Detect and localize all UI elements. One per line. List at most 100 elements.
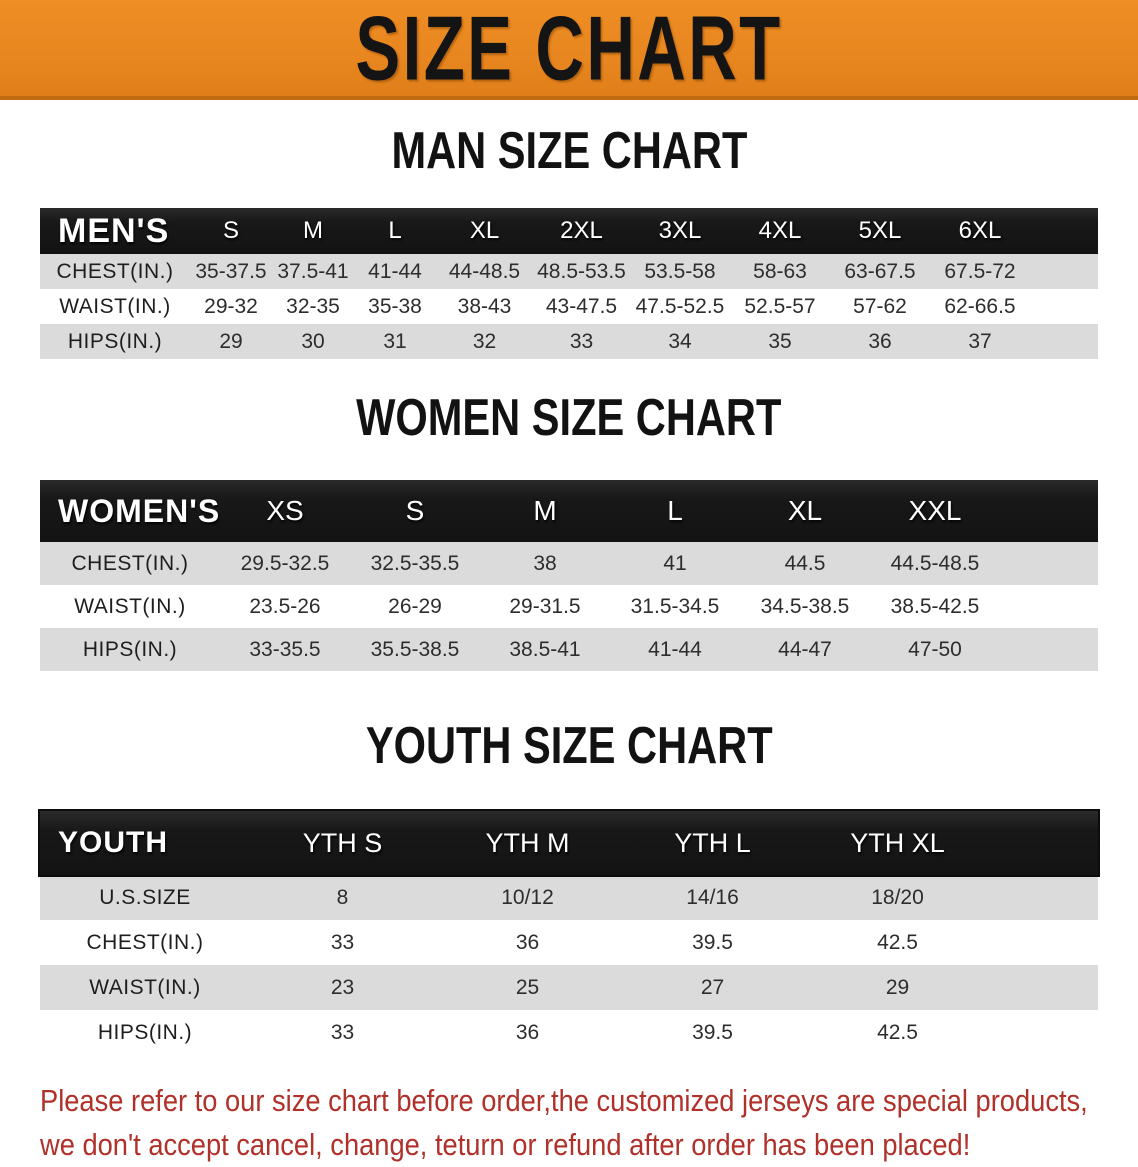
row-spacer: [990, 920, 1098, 965]
man-heading-text: MAN SIZE CHART: [391, 122, 747, 180]
men-header-row: MEN'S S M L XL 2XL 3XL 4XL 5XL 6XL: [40, 208, 1098, 254]
measurement-cell: 41-44: [648, 637, 702, 661]
measurement-cell: 29-32: [204, 294, 258, 318]
measurement-cell: 8: [336, 885, 349, 909]
measurement-row-label: HIPS(IN.): [82, 637, 178, 661]
measurement-cell: 47-50: [908, 637, 962, 661]
women-heading-text: WOMEN SIZE CHART: [356, 389, 782, 447]
measurement-cell: 31: [383, 329, 407, 353]
youth-size-column-header-0: YTH S: [302, 827, 383, 858]
men-size-column-header-0: S: [222, 217, 239, 244]
youth-size-table: YOUTH YTH S YTH M YTH L YTH XL U.S.SIZE 8 10/12…: [38, 809, 1100, 1055]
measurement-cell: 29: [885, 975, 910, 999]
row-spacer: [1000, 628, 1098, 671]
measurement-cell: 31.5-34.5: [630, 594, 720, 618]
header-spacer: [990, 811, 1098, 875]
men-table-row-1: WAIST(IN.) 29-32 32-35 35-38 38-43 43-47.5 47.…: [40, 289, 1098, 324]
measurement-cell: 29-31.5: [509, 594, 581, 618]
banner-title: SIZE CHART: [355, 0, 783, 99]
measurement-cell: 34: [668, 329, 692, 353]
measurement-cell: 29: [219, 329, 243, 353]
women-header-row: WOMEN'S XS S M L XL XXL: [40, 480, 1098, 542]
men-size-column-header-8: 6XL: [958, 217, 1002, 244]
measurement-cell: 37: [968, 329, 992, 353]
youth-table-row-2: WAIST(IN.) 23 25 27 29: [40, 965, 1098, 1010]
measurement-row-label: CHEST(IN.): [86, 930, 204, 954]
measurement-cell: 36: [868, 329, 892, 353]
measurement-row-label: WAIST(IN.): [74, 594, 186, 618]
row-spacer: [1000, 585, 1098, 628]
measurement-cell: 33-35.5: [249, 637, 321, 661]
measurement-row-label: HIPS(IN.): [67, 329, 163, 353]
measurement-cell: 29.5-32.5: [240, 551, 330, 575]
men-table-row-0: CHEST(IN.) 35-37.5 37.5-41 41-44 44-48.5 48.5…: [40, 254, 1098, 289]
youth-header-row: YOUTH YTH S YTH M YTH L YTH XL: [38, 809, 1100, 877]
measurement-cell: 38.5-41: [509, 637, 581, 661]
youth-table-row-1: CHEST(IN.) 33 36 39.5 42.5: [40, 920, 1098, 965]
women-size-table: WOMEN'S XS S M L XL XXL CHEST(IN.) 29.5-32.5 32.5…: [40, 480, 1098, 671]
row-spacer: [990, 965, 1098, 1010]
youth-size-column-header-2: YTH L: [674, 827, 751, 858]
men-corner-label: MEN'S: [58, 211, 170, 250]
measurement-cell: 53.5-58: [644, 259, 716, 283]
order-policy-notice: Please refer to our size chart before or…: [0, 1079, 1138, 1167]
women-size-column-header-4: XL: [787, 495, 823, 526]
row-spacer: [990, 875, 1098, 920]
measurement-cell: 33: [569, 329, 594, 353]
women-size-column-header-5: XXL: [908, 495, 962, 526]
man-section-heading: MAN SIZE CHART: [0, 122, 1138, 189]
measurement-row-label: WAIST(IN.): [89, 975, 201, 999]
measurement-cell: 26-29: [388, 594, 442, 618]
measurement-cell: 27: [700, 975, 725, 999]
men-size-column-header-2: L: [388, 217, 402, 244]
men-size-column-header-6: 4XL: [758, 217, 802, 244]
women-size-column-header-2: M: [533, 495, 557, 526]
measurement-cell: 41-44: [368, 259, 422, 283]
men-size-column-header-5: 3XL: [658, 217, 702, 244]
youth-size-column-header-1: YTH M: [485, 827, 570, 858]
measurement-cell: 36: [515, 930, 540, 954]
measurement-cell: 58-63: [753, 259, 807, 283]
notice-line-1: Please refer to our size chart before or…: [40, 1083, 1088, 1118]
women-section-heading: WOMEN SIZE CHART: [0, 389, 1138, 456]
men-size-column-header-1: M: [303, 217, 323, 244]
women-table-row-1: WAIST(IN.) 23.5-26 26-29 29-31.5 31.5-34.5 34…: [40, 585, 1098, 628]
measurement-cell: 35.5-38.5: [370, 637, 460, 661]
measurement-cell: 42.5: [877, 930, 918, 954]
measurement-cell: 34.5-38.5: [760, 594, 850, 618]
measurement-cell: 43-47.5: [545, 294, 618, 318]
measurement-cell: 42.5: [877, 1020, 918, 1044]
measurement-cell: 33: [330, 930, 355, 954]
women-table-row-2: HIPS(IN.) 33-35.5 35.5-38.5 38.5-41 41-44 44-…: [40, 628, 1098, 671]
header-spacer: [1030, 208, 1098, 254]
men-size-column-header-4: 2XL: [560, 217, 603, 244]
measurement-cell: 23: [330, 975, 355, 999]
header-spacer: [1000, 480, 1098, 542]
row-spacer: [1030, 289, 1098, 324]
measurement-row-label: HIPS(IN.): [97, 1020, 193, 1044]
women-table-row-0: CHEST(IN.) 29.5-32.5 32.5-35.5 38 41 44.5 44.5…: [40, 542, 1098, 585]
measurement-cell: 10/12: [501, 885, 554, 909]
size-chart-banner: SIZE CHART: [0, 0, 1138, 100]
women-size-column-header-1: S: [405, 495, 425, 526]
women-size-column-header-0: XS: [266, 495, 304, 526]
men-size-column-header-7: 5XL: [858, 217, 902, 244]
measurement-cell: 25: [515, 975, 540, 999]
measurement-cell: 62-66.5: [944, 294, 1016, 318]
measurement-cell: 37.5-41: [277, 259, 349, 283]
measurement-cell: 30: [301, 329, 325, 353]
measurement-cell: 38: [533, 551, 557, 575]
measurement-cell: 35-37.5: [195, 259, 267, 283]
measurement-cell: 38.5-42.5: [890, 594, 980, 618]
measurement-cell: 33: [330, 1020, 355, 1044]
measurement-cell: 44-47: [778, 637, 832, 661]
row-spacer: [1030, 254, 1098, 289]
row-spacer: [990, 1010, 1098, 1055]
measurement-cell: 32: [472, 329, 497, 353]
measurement-cell: 35: [768, 329, 792, 353]
measurement-cell: 39.5: [692, 1020, 733, 1044]
women-corner-label: WOMEN'S: [58, 492, 221, 529]
row-spacer: [1030, 324, 1098, 359]
measurement-cell: 48.5-53.5: [537, 259, 626, 283]
measurement-cell: 36: [515, 1020, 540, 1044]
